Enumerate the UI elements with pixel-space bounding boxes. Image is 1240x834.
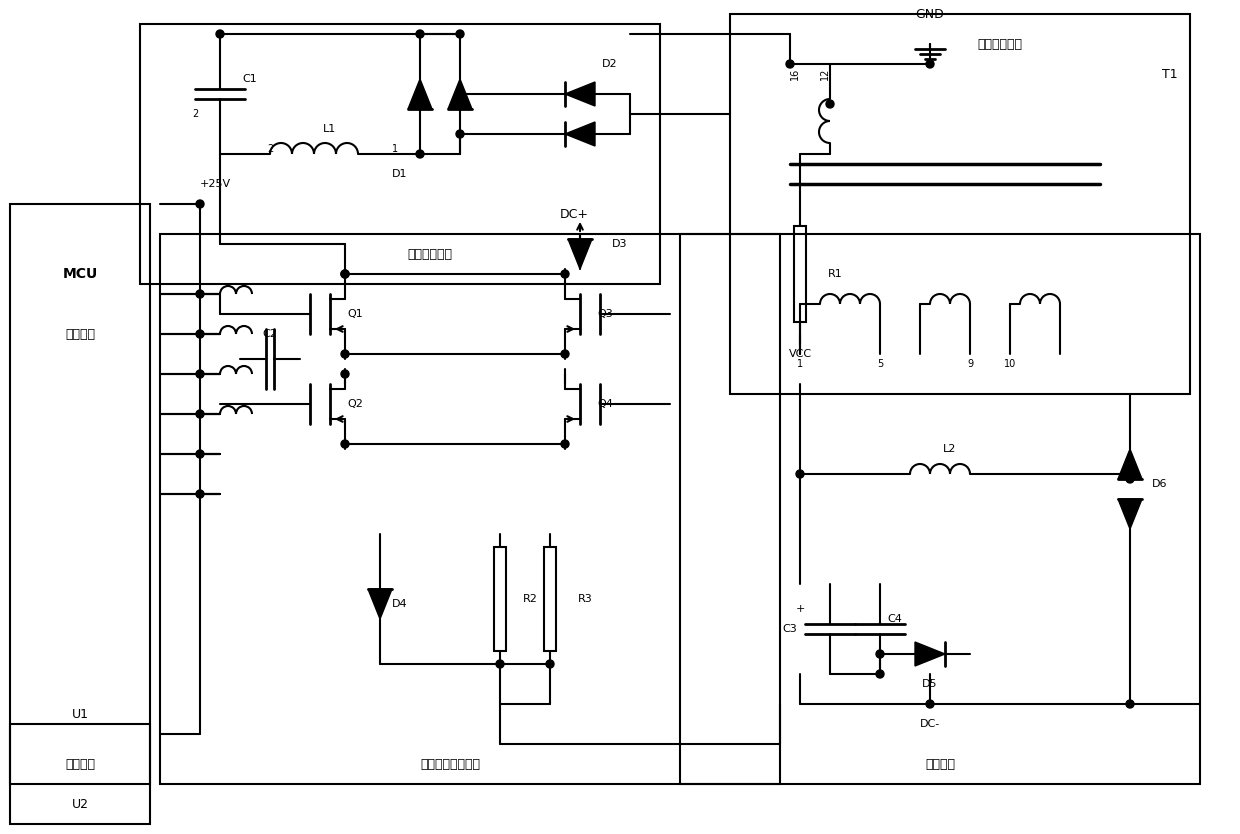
Circle shape: [196, 290, 205, 298]
Text: 10: 10: [1004, 359, 1016, 369]
Circle shape: [341, 270, 348, 278]
Polygon shape: [915, 642, 945, 666]
Text: 12: 12: [820, 68, 830, 80]
Text: U1: U1: [72, 707, 88, 721]
Circle shape: [415, 30, 424, 38]
Bar: [544, 547, 556, 651]
Circle shape: [560, 270, 569, 278]
Polygon shape: [448, 79, 472, 109]
Text: 2: 2: [267, 144, 273, 154]
Text: +25V: +25V: [200, 179, 231, 189]
Polygon shape: [565, 122, 595, 146]
Text: C3: C3: [782, 624, 797, 634]
Text: 四管串联正激电路: 四管串联正激电路: [420, 757, 480, 771]
Bar: [140, 24, 660, 284]
Text: D2: D2: [603, 59, 618, 69]
Circle shape: [577, 240, 584, 248]
Circle shape: [196, 330, 205, 338]
Text: Q1: Q1: [347, 309, 363, 319]
Circle shape: [196, 490, 205, 498]
Circle shape: [216, 30, 224, 38]
Text: +: +: [795, 604, 805, 614]
Circle shape: [926, 700, 934, 708]
Bar: [794, 226, 806, 322]
Text: DC-: DC-: [920, 719, 940, 729]
Circle shape: [926, 60, 934, 68]
Circle shape: [560, 350, 569, 358]
Circle shape: [196, 200, 205, 208]
Circle shape: [196, 370, 205, 378]
Circle shape: [875, 650, 884, 658]
Text: R1: R1: [827, 269, 842, 279]
Text: Q4: Q4: [598, 399, 613, 409]
Text: L2: L2: [944, 444, 957, 454]
Text: 主控电路: 主控电路: [64, 328, 95, 340]
Circle shape: [560, 440, 569, 448]
Text: MCU: MCU: [62, 267, 98, 281]
Text: VCC: VCC: [789, 349, 811, 359]
Text: 16: 16: [790, 68, 800, 80]
Circle shape: [415, 150, 424, 158]
Text: Q3: Q3: [598, 309, 613, 319]
Text: 整流续流电路: 整流续流电路: [408, 248, 453, 260]
Bar: [730, 14, 1190, 394]
Text: 9: 9: [967, 359, 973, 369]
Polygon shape: [1118, 499, 1142, 529]
Circle shape: [341, 370, 348, 378]
Circle shape: [786, 60, 794, 68]
Circle shape: [1126, 475, 1135, 483]
Polygon shape: [568, 239, 591, 269]
Text: C4: C4: [888, 614, 903, 624]
Polygon shape: [408, 79, 432, 109]
Text: D4: D4: [392, 599, 408, 609]
Text: D5: D5: [923, 679, 937, 689]
Text: 2: 2: [192, 109, 198, 119]
Bar: [680, 234, 1200, 784]
Circle shape: [456, 130, 464, 138]
Text: U2: U2: [72, 797, 88, 811]
Text: R2: R2: [522, 594, 537, 604]
Circle shape: [341, 270, 348, 278]
Circle shape: [341, 440, 348, 448]
Text: D6: D6: [1152, 479, 1168, 489]
Circle shape: [456, 90, 464, 98]
Text: 1: 1: [797, 359, 804, 369]
Circle shape: [796, 470, 804, 478]
Text: 变压器主电路: 变压器主电路: [977, 38, 1023, 51]
Circle shape: [456, 30, 464, 38]
Text: 启动电路: 启动电路: [925, 757, 955, 771]
Text: D1: D1: [392, 169, 408, 179]
Text: C2: C2: [263, 329, 278, 339]
Text: L1: L1: [324, 124, 336, 134]
Circle shape: [496, 660, 503, 668]
Text: C1: C1: [243, 74, 258, 84]
Text: 5: 5: [877, 359, 883, 369]
Text: R3: R3: [578, 594, 593, 604]
Polygon shape: [368, 589, 392, 619]
Polygon shape: [1118, 449, 1142, 479]
Circle shape: [826, 100, 835, 108]
Circle shape: [875, 670, 884, 678]
Text: 驱动电路: 驱动电路: [64, 757, 95, 771]
Circle shape: [546, 660, 554, 668]
Text: T1: T1: [1162, 68, 1178, 81]
Circle shape: [1126, 700, 1135, 708]
Text: D3: D3: [613, 239, 627, 249]
Text: 1: 1: [392, 144, 398, 154]
Bar: [494, 547, 506, 651]
Bar: [10, 724, 150, 824]
Bar: [10, 204, 150, 784]
Circle shape: [196, 410, 205, 418]
Text: Q2: Q2: [347, 399, 363, 409]
Text: DC+: DC+: [560, 208, 589, 220]
Bar: [160, 234, 780, 784]
Text: GND: GND: [915, 8, 945, 21]
Circle shape: [341, 350, 348, 358]
Circle shape: [577, 240, 584, 248]
Circle shape: [196, 450, 205, 458]
Polygon shape: [565, 82, 595, 106]
